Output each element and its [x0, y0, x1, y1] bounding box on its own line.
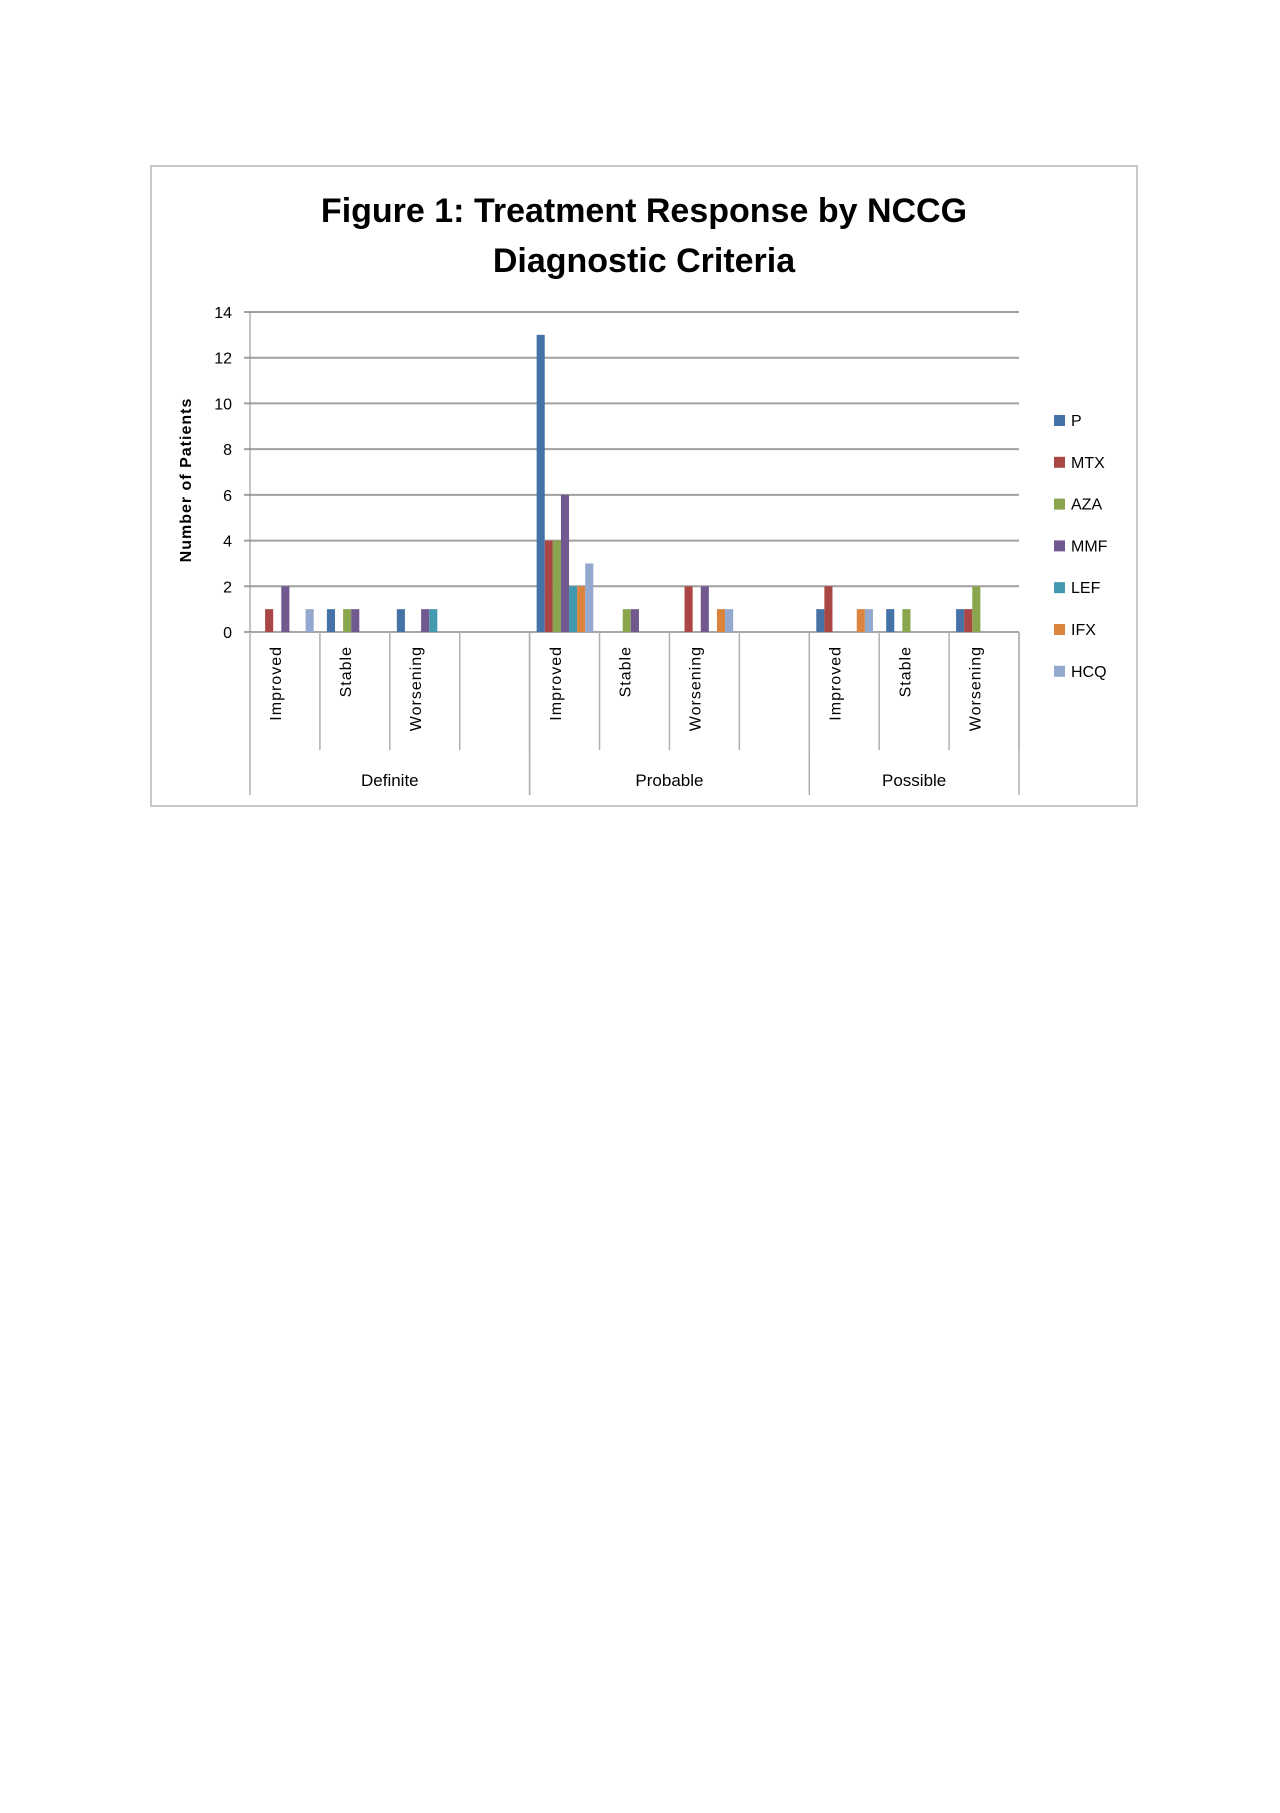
legend-swatch-lef	[1054, 582, 1065, 594]
bar-aza	[552, 540, 561, 632]
x-group-label: Possible	[882, 771, 946, 790]
bar-mmf	[560, 494, 570, 632]
bar-aza	[972, 586, 981, 632]
bar-mmf	[421, 609, 430, 632]
bar-p	[886, 609, 895, 632]
bar-p	[956, 609, 965, 632]
x-group-label: Probable	[635, 771, 703, 790]
x-category-label: Improved	[548, 646, 565, 721]
chart-frame	[150, 165, 1138, 807]
bar-aza	[343, 609, 352, 632]
x-category-label: Improved	[268, 646, 285, 721]
bar-mtx	[265, 609, 274, 632]
x-category-label: Worsening	[408, 646, 425, 731]
bar-p	[816, 609, 825, 632]
x-category-label: Worsening	[688, 646, 705, 731]
legend-swatch-hcq	[1054, 665, 1065, 677]
chart-title-line-2: Diagnostic Criteria	[493, 242, 796, 280]
y-tick-label: 6	[223, 488, 232, 505]
bar-p	[396, 609, 405, 632]
bar-hcq	[585, 563, 594, 632]
bar-hcq	[725, 609, 734, 632]
y-tick-label: 8	[223, 442, 232, 459]
legend-label-ifx: IFX	[1071, 622, 1096, 639]
y-tick-label: 0	[223, 625, 232, 642]
bar-mmf	[700, 586, 709, 632]
bar-p	[326, 609, 336, 632]
legend: P MTX AZA MMF LEF IFX HCQ	[1054, 413, 1108, 681]
bar-mtx	[824, 586, 833, 632]
bar-hcq	[864, 609, 873, 632]
legend-label-hcq: HCQ	[1071, 664, 1107, 681]
bar-mmf	[281, 586, 290, 632]
bar-mtx	[544, 540, 553, 632]
legend-label-lef: LEF	[1071, 580, 1101, 597]
bar-mmf	[630, 609, 639, 632]
bar-ifx	[856, 609, 865, 632]
legend-swatch-mtx	[1054, 456, 1065, 468]
x-category-label: Improved	[827, 646, 844, 721]
bar-aza	[902, 609, 911, 632]
bar-lef	[429, 609, 438, 632]
legend-swatch-mmf	[1054, 540, 1065, 552]
legend-label-aza: AZA	[1071, 497, 1102, 514]
bar-ifx	[716, 609, 726, 632]
bar-ifx	[577, 586, 586, 632]
bar-lef	[569, 586, 578, 632]
legend-swatch-ifx	[1054, 624, 1065, 635]
bar-p	[536, 334, 545, 632]
y-tick-label: 4	[223, 534, 232, 551]
legend-label-mtx: MTX	[1071, 455, 1105, 472]
x-category-label: Worsening	[967, 646, 984, 731]
y-tick-label: 14	[214, 305, 232, 322]
legend-swatch-aza	[1054, 498, 1065, 510]
bar-aza	[622, 609, 631, 632]
bar-mtx	[684, 586, 693, 632]
legend-label-p: P	[1071, 413, 1082, 430]
x-category-label: Stable	[338, 646, 355, 697]
y-axis-label: Number of Patients	[178, 398, 195, 563]
y-tick-label: 10	[214, 396, 232, 413]
bar-mtx	[964, 609, 973, 632]
bar-hcq	[305, 609, 314, 632]
y-tick-label: 12	[214, 351, 232, 368]
x-group-label: Definite	[361, 771, 419, 790]
y-tick-label: 2	[223, 579, 232, 596]
bar-mmf	[351, 609, 360, 632]
x-category-label: Stable	[897, 646, 914, 697]
legend-swatch-p	[1054, 415, 1065, 426]
legend-label-mmf: MMF	[1071, 538, 1108, 555]
plot-area: 0 2 4 6 8 10 12 14 Improved Stable Worsening Defini…	[214, 305, 1020, 795]
chart-title-line-1: Figure 1: Treatment Response by NCCG	[321, 192, 967, 230]
x-category-label: Stable	[618, 646, 635, 697]
